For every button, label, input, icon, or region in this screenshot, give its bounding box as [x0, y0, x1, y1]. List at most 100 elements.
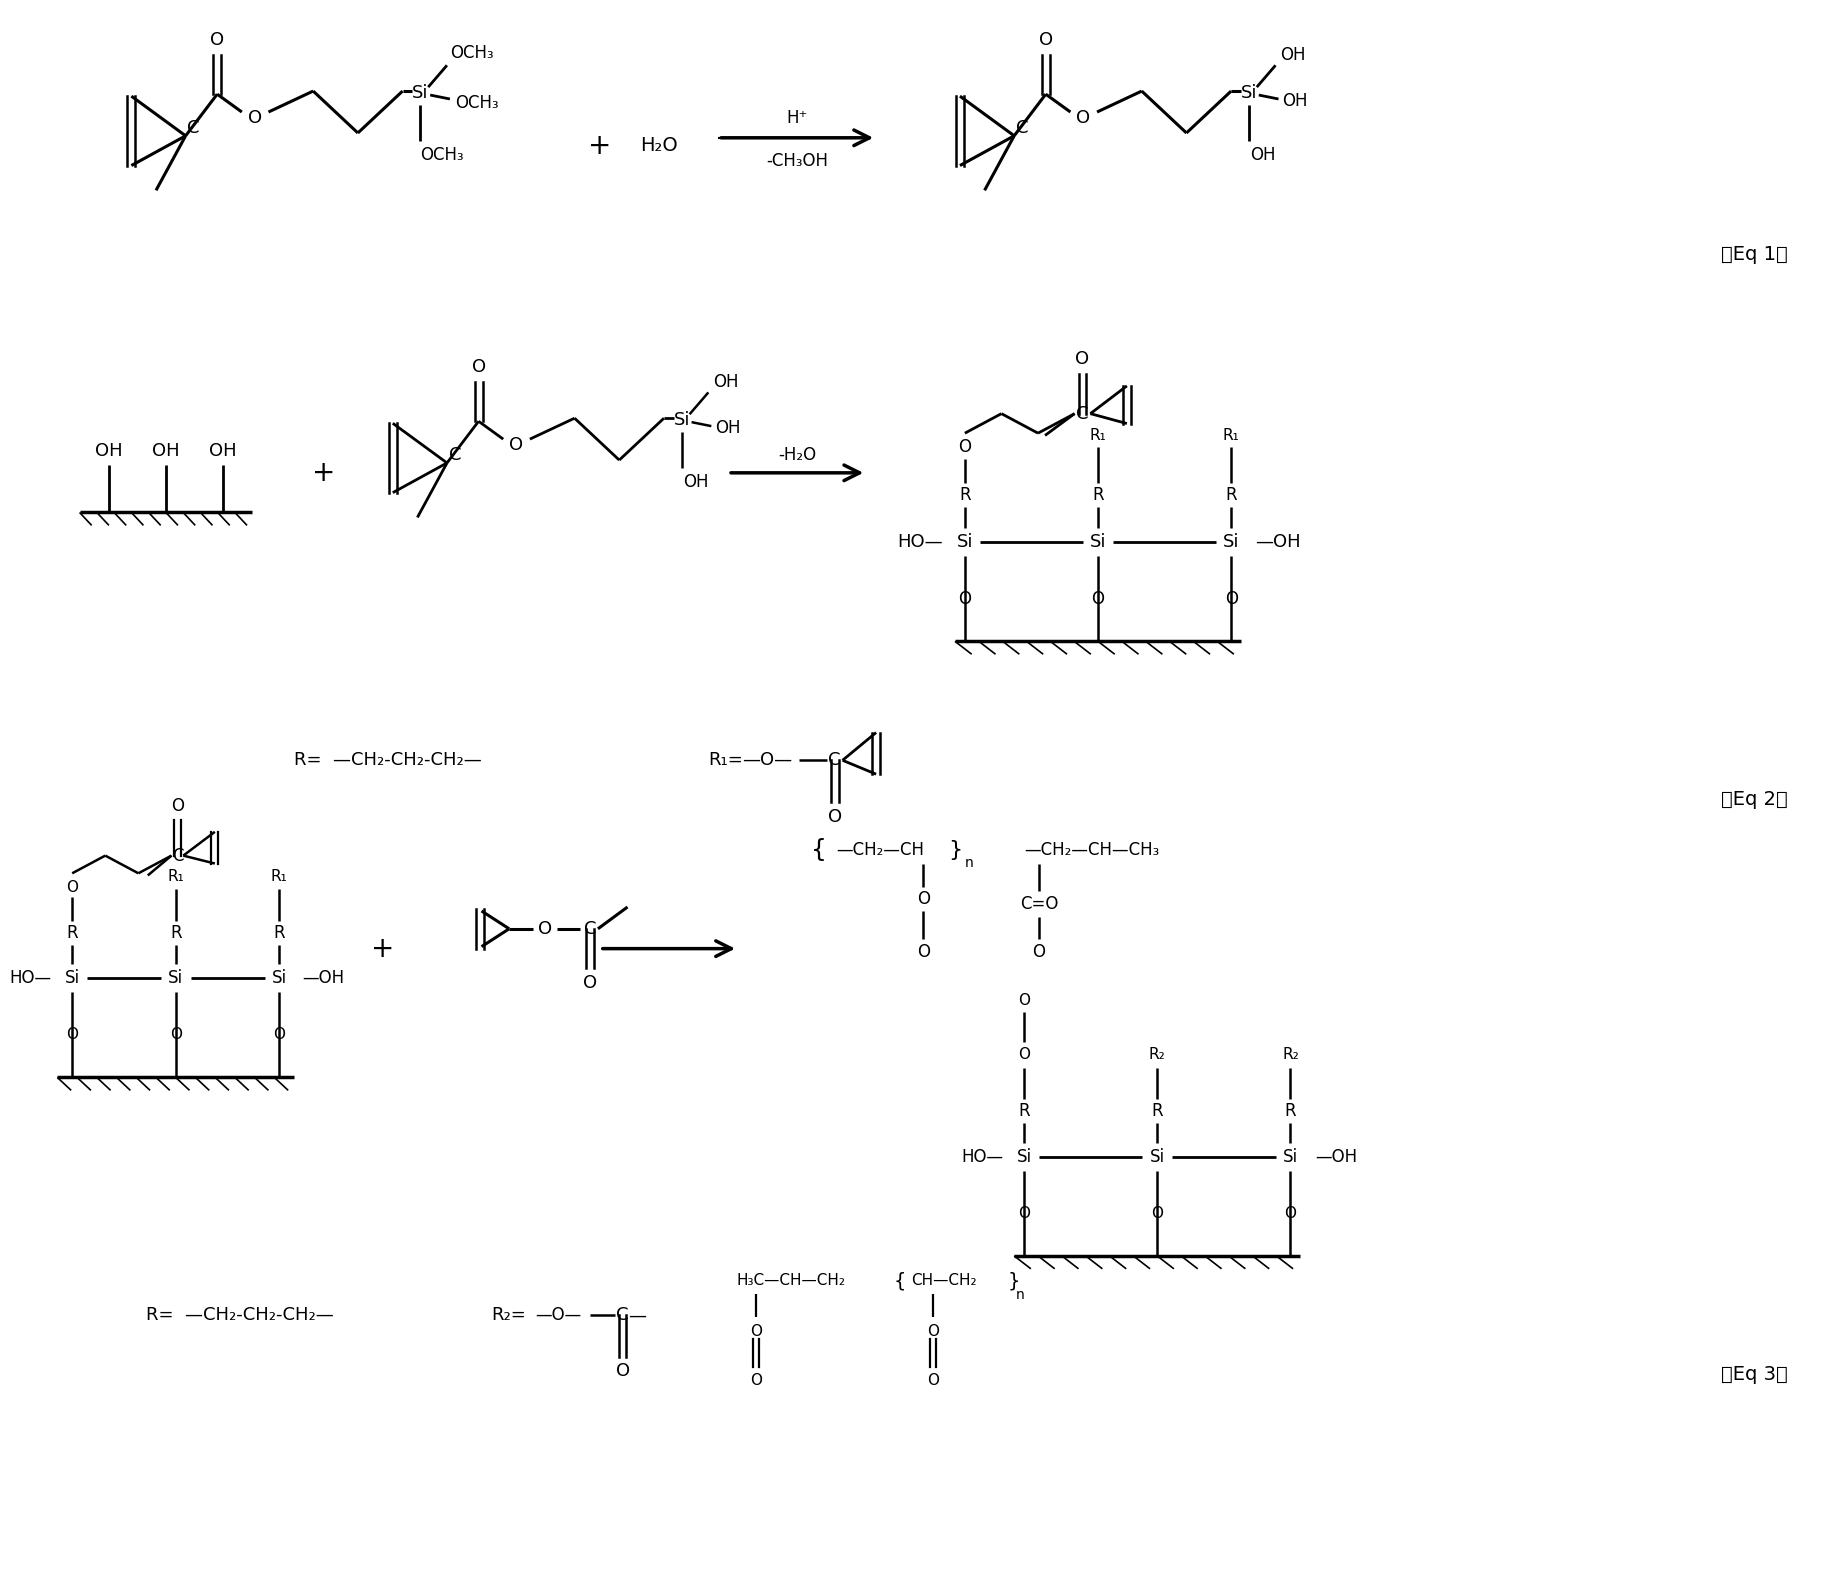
Text: O: O [508, 436, 523, 454]
Text: —O—: —O— [742, 751, 793, 770]
Text: n: n [965, 857, 972, 870]
Text: OH: OH [715, 419, 740, 436]
Text: （Eq 1）: （Eq 1） [1720, 246, 1788, 265]
Text: R₁: R₁ [1089, 427, 1106, 443]
Text: R₁=: R₁= [709, 751, 744, 770]
Text: OH: OH [684, 473, 707, 490]
Text: O: O [1018, 1047, 1029, 1062]
Text: R=  —CH₂-CH₂-CH₂—: R= —CH₂-CH₂-CH₂— [294, 751, 483, 770]
Text: }: } [1007, 1271, 1020, 1290]
Text: Si: Si [1150, 1147, 1164, 1166]
Text: O: O [1038, 30, 1053, 49]
Text: R₁: R₁ [168, 868, 185, 884]
Text: O: O [66, 1027, 79, 1043]
Text: {: { [894, 1271, 907, 1290]
Text: O: O [1225, 590, 1238, 608]
Text: R₂: R₂ [1148, 1047, 1166, 1062]
Text: CH—CH₂: CH—CH₂ [912, 1273, 978, 1289]
Text: O: O [472, 357, 486, 376]
Text: {: { [812, 838, 826, 862]
Text: H₃C—CH—CH₂: H₃C—CH—CH₂ [737, 1273, 845, 1289]
Text: H₂O: H₂O [640, 136, 678, 156]
Text: O: O [66, 879, 79, 895]
Text: +: + [589, 132, 612, 160]
Text: Si: Si [64, 970, 80, 987]
Text: -H₂O: -H₂O [779, 446, 817, 463]
Text: OH: OH [1281, 46, 1305, 65]
Text: Si: Si [1283, 1147, 1298, 1166]
Text: HO—: HO— [898, 533, 943, 551]
Text: Si: Si [411, 84, 428, 102]
Text: —OH: —OH [1316, 1147, 1358, 1166]
Text: R=  —CH₂-CH₂-CH₂—: R= —CH₂-CH₂-CH₂— [146, 1306, 335, 1325]
Text: O: O [1018, 993, 1029, 1008]
Text: （Eq 3）: （Eq 3） [1720, 1365, 1788, 1384]
Text: R: R [960, 486, 971, 503]
Text: R: R [1018, 1103, 1029, 1120]
Text: C: C [448, 446, 461, 463]
Text: O: O [927, 1373, 940, 1389]
Text: O: O [1018, 1206, 1029, 1220]
Text: O: O [170, 1027, 181, 1043]
Text: H⁺: H⁺ [786, 110, 808, 127]
Text: OCH₃: OCH₃ [455, 94, 499, 113]
Text: R: R [66, 924, 79, 941]
Text: R₁: R₁ [271, 868, 287, 884]
Text: （Eq 2）: （Eq 2） [1720, 790, 1788, 809]
Text: O: O [958, 438, 971, 455]
Text: O: O [1033, 943, 1046, 960]
Text: O: O [537, 920, 552, 938]
Text: C=O: C=O [1020, 895, 1058, 913]
Text: O: O [247, 110, 261, 127]
Text: R: R [1225, 486, 1238, 503]
Text: Si: Si [956, 533, 972, 551]
Text: O: O [927, 1324, 940, 1339]
Text: R: R [1285, 1103, 1296, 1120]
Text: —OH: —OH [303, 970, 345, 987]
Text: C: C [1077, 405, 1089, 422]
Text: O: O [1091, 590, 1104, 608]
Text: Si: Si [272, 970, 287, 987]
Text: -CH₃OH: -CH₃OH [766, 152, 828, 170]
Text: C: C [186, 119, 199, 136]
Text: OCH₃: OCH₃ [420, 146, 464, 163]
Text: O: O [583, 974, 598, 992]
Text: —CH₂—CH: —CH₂—CH [837, 841, 925, 859]
Text: O: O [210, 30, 225, 49]
Text: —O—: —O— [536, 1306, 581, 1325]
Text: OCH₃: OCH₃ [450, 44, 494, 62]
Text: C: C [1016, 119, 1029, 136]
Text: C: C [583, 920, 596, 938]
Text: O: O [274, 1027, 285, 1043]
Text: O: O [1075, 351, 1089, 368]
Text: n: n [1016, 1287, 1024, 1301]
Text: R₂: R₂ [1281, 1047, 1298, 1062]
Text: OH: OH [713, 373, 739, 392]
Text: Si: Si [673, 411, 689, 428]
Text: R: R [170, 924, 181, 941]
Text: R: R [274, 924, 285, 941]
Text: +: + [313, 459, 335, 487]
Text: O: O [958, 590, 971, 608]
Text: R₂=: R₂= [492, 1306, 526, 1325]
Text: R₁: R₁ [1223, 427, 1239, 443]
Text: +: + [371, 935, 395, 963]
Text: HO—: HO— [9, 970, 51, 987]
Text: C: C [828, 751, 841, 770]
Text: O: O [828, 808, 841, 825]
Text: O: O [1152, 1206, 1163, 1220]
Text: OH: OH [1250, 146, 1276, 163]
Text: Si: Si [1241, 84, 1258, 102]
Text: O: O [1285, 1206, 1296, 1220]
Text: Si: Si [1016, 1147, 1031, 1166]
Text: OH: OH [152, 443, 179, 460]
Text: O: O [749, 1324, 762, 1339]
Text: —: — [629, 1306, 647, 1325]
Text: C: C [616, 1306, 629, 1325]
Text: R: R [1091, 486, 1104, 503]
Text: Si: Si [168, 970, 183, 987]
Text: C: C [172, 846, 183, 865]
Text: OH: OH [1283, 92, 1309, 110]
Text: —OH: —OH [1254, 533, 1300, 551]
Text: OH: OH [208, 443, 238, 460]
